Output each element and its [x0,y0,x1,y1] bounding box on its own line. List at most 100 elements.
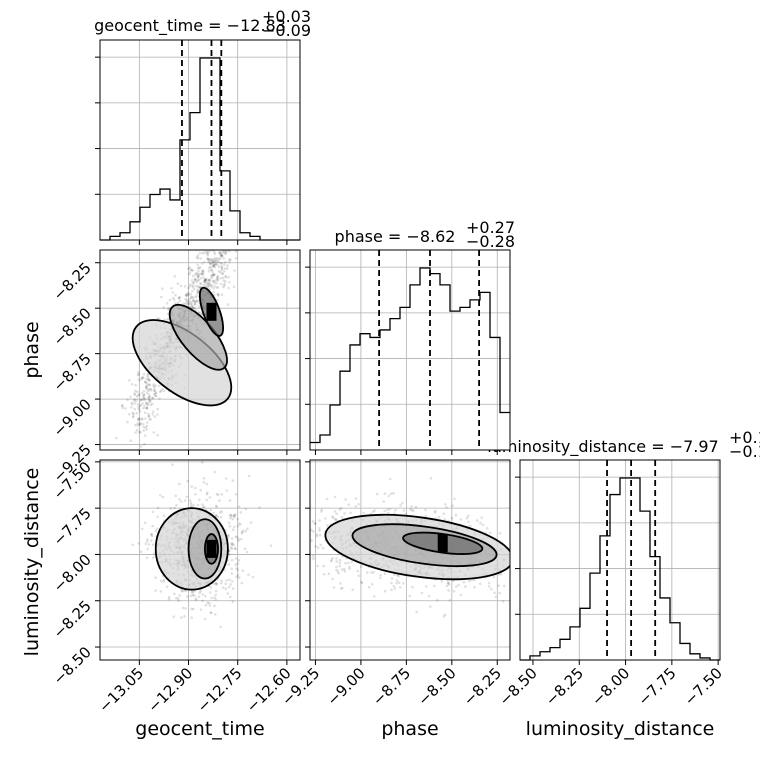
scatter-geocent-time-vs-phase-point [166,318,169,321]
scatter-geocent-time-vs-phase-point [219,262,222,265]
scatter-geocent-time-vs-phase-point [205,246,208,249]
scatter-phase-vs-luminosity-distance-point [454,513,458,517]
scatter-geocent-time-vs-luminosity-distance-point [230,543,234,547]
ylabel-luminosity-distance: luminosity_distance [21,468,43,657]
ytick-label-luminosity-distance: −8.25 [50,597,95,642]
scatter-geocent-time-vs-phase-point [144,434,147,437]
scatter-geocent-time-vs-phase-point [217,244,220,247]
scatter-phase-vs-luminosity-distance-point [420,591,424,595]
scatter-phase-vs-luminosity-distance-point [330,558,334,562]
scatter-phase-vs-luminosity-distance-point [331,515,334,518]
scatter-phase-vs-luminosity-distance-point [480,516,484,520]
scatter-geocent-time-vs-phase-point [220,266,224,270]
scatter-geocent-time-vs-phase-point [145,406,149,410]
scatter-phase-vs-luminosity-distance-point [312,557,315,560]
scatter-geocent-time-vs-phase-point [216,277,219,280]
scatter-phase-vs-luminosity-distance-point [488,531,492,535]
scatter-phase-vs-luminosity-distance-point [486,527,489,530]
hist-phase [305,249,511,455]
scatter-geocent-time-vs-phase-point [193,302,197,306]
scatter-geocent-time-vs-phase-point [147,398,151,402]
scatter-phase-vs-luminosity-distance-point [396,573,399,577]
scatter-geocent-time-vs-phase-point [224,251,228,254]
scatter-geocent-time-vs-luminosity-distance-point [239,537,243,541]
scatter-geocent-time-vs-phase-point [228,260,231,264]
scatter-geocent-time-vs-luminosity-distance-point [215,504,218,508]
scatter-geocent-time-vs-phase-point [187,293,191,297]
scatter-geocent-time-vs-luminosity-distance-point [249,521,253,524]
scatter-phase-vs-luminosity-distance [302,459,511,665]
scatter-geocent-time-vs-phase-point [154,394,158,398]
scatter-geocent-time-vs-phase-point [136,403,140,406]
scatter-geocent-time-vs-phase-point [198,282,202,285]
scatter-geocent-time-vs-luminosity-distance-point [151,543,155,547]
scatter-phase-vs-luminosity-distance-point [390,588,393,592]
title-phase: phase = −8.62 [335,227,456,246]
scatter-geocent-time-vs-luminosity-distance-point [162,580,165,583]
scatter-phase-vs-luminosity-distance-point [321,546,325,550]
scatter-phase-vs-luminosity-distance-point [302,491,305,494]
scatter-geocent-time-vs-phase-point [121,404,124,407]
scatter-geocent-time-vs-luminosity-distance-point [214,514,218,517]
scatter-geocent-time-vs-phase-point [190,295,193,299]
scatter-geocent-time-vs-phase-point [133,407,137,411]
scatter-phase-vs-luminosity-distance-point [446,581,450,585]
scatter-geocent-time-vs-luminosity-distance-point [151,510,155,514]
scatter-geocent-time-vs-phase-point [147,396,150,400]
scatter-geocent-time-vs-phase-point [208,278,211,281]
scatter-geocent-time-vs-phase-point [171,296,175,300]
scatter-geocent-time-vs-luminosity-distance-point [241,529,245,532]
scatter-geocent-time-vs-luminosity-distance-point [204,594,207,598]
scatter-geocent-time-vs-luminosity-distance-point [224,477,228,480]
scatter-geocent-time-vs-luminosity-distance-point [237,559,241,562]
scatter-geocent-time-vs-phase-point [212,250,216,254]
scatter-geocent-time-vs-phase-point [148,378,151,381]
scatter-phase-vs-luminosity-distance-point [371,510,375,513]
scatter-geocent-time-vs-phase-point [192,274,195,278]
scatter-geocent-time-vs-phase-point [210,241,213,244]
scatter-geocent-time-vs-phase-point [215,256,219,260]
scatter-geocent-time-vs-luminosity-distance-point [194,597,198,600]
scatter-geocent-time-vs-phase-point [137,373,141,376]
scatter-geocent-time-vs-phase-point [224,280,227,283]
scatter-geocent-time-vs-phase-point [220,268,224,272]
scatter-phase-vs-luminosity-distance-point [395,581,398,585]
scatter-geocent-time-vs-phase-point [179,284,183,288]
scatter-geocent-time-vs-luminosity-distance-point [243,547,247,550]
scatter-geocent-time-vs-luminosity-distance-point [213,470,217,474]
scatter-geocent-time-vs-phase-point [211,279,215,283]
scatter-geocent-time-vs-luminosity-distance-point [180,500,183,503]
scatter-geocent-time-vs-luminosity-distance-peak-cell [206,539,217,558]
scatter-phase-vs-luminosity-distance-point [408,508,412,511]
scatter-geocent-time-vs-luminosity-distance-point [173,506,176,510]
scatter-geocent-time-vs-phase-point [144,411,147,415]
scatter-geocent-time-vs-phase-point [149,418,152,421]
scatter-geocent-time-vs-phase-point [220,261,224,265]
scatter-phase-vs-luminosity-distance-point [388,507,392,511]
scatter-geocent-time-vs-phase-point [152,431,156,434]
scatter-geocent-time-vs-phase-point [159,389,163,393]
scatter-geocent-time-vs-luminosity-distance-point [213,596,216,599]
scatter-geocent-time-vs-phase-point [148,398,151,402]
scatter-geocent-time-vs-phase-point [196,275,200,279]
scatter-geocent-time-vs-luminosity-distance-point [210,596,213,600]
scatter-geocent-time-vs-luminosity-distance-point [176,597,180,600]
scatter-geocent-time-vs-phase-point [172,298,176,301]
scatter-geocent-time-vs-luminosity-distance-point [234,535,237,538]
scatter-geocent-time-vs-phase-point [206,257,210,261]
scatter-geocent-time-vs-phase-point [201,270,205,273]
hist-phase-bg [310,250,510,450]
scatter-geocent-time-vs-phase-point [141,376,144,379]
scatter-geocent-time-vs-phase-point [165,301,169,305]
scatter-phase-vs-luminosity-distance-point [313,522,317,525]
scatter-geocent-time-vs-phase-point [191,284,195,287]
scatter-phase-vs-luminosity-distance-point [392,491,395,495]
ytick-label-luminosity-distance: −7.75 [50,504,95,549]
scatter-geocent-time-vs-luminosity-distance-point [220,581,223,585]
scatter-geocent-time-vs-luminosity-distance-point [199,590,202,593]
scatter-geocent-time-vs-phase-point [185,294,188,297]
scatter-geocent-time-vs-luminosity-distance-point [191,593,195,597]
scatter-geocent-time-vs-luminosity-distance-point [236,568,240,572]
scatter-geocent-time-vs-phase-point [197,305,201,308]
title-geocent-time-minus: −0.09 [262,21,311,40]
